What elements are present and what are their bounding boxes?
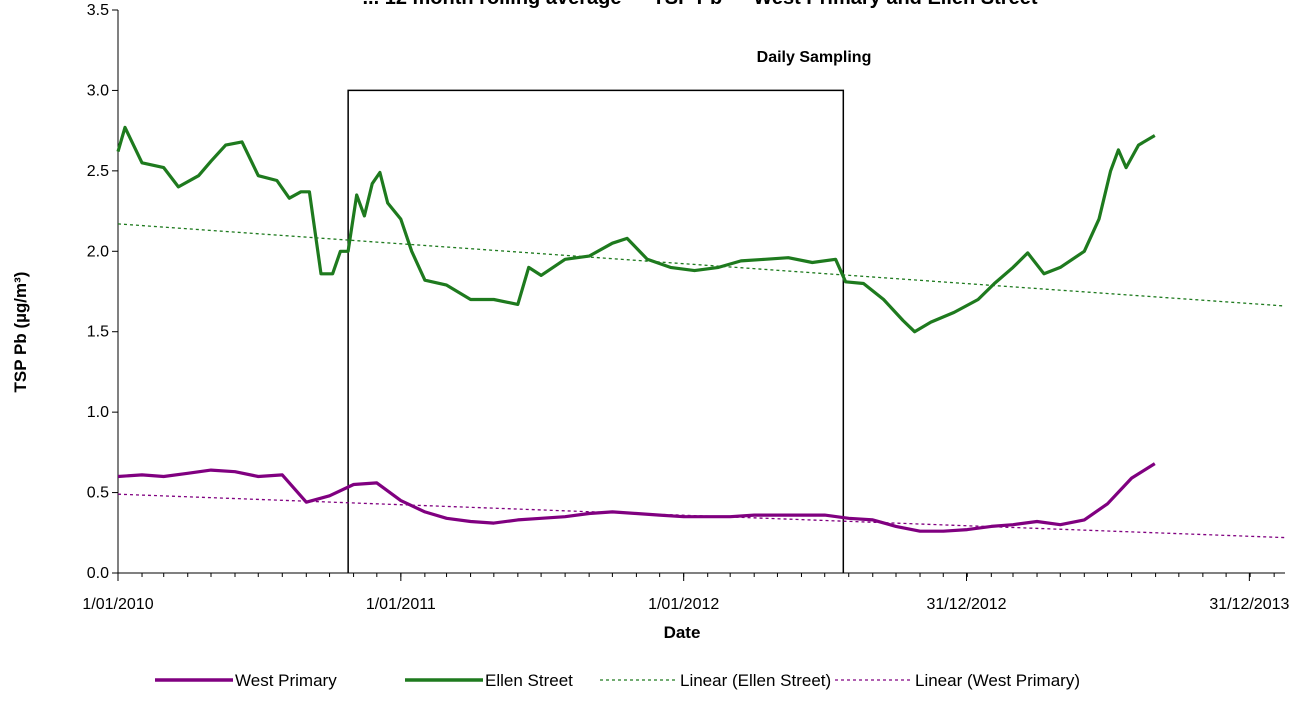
chart-title: ... 12 month rolling average — TSP Pb — … [362, 0, 1037, 9]
x-axis-title: Date [664, 623, 701, 642]
daily-sampling-box [347, 89, 845, 573]
annotation-daily-sampling: Daily Sampling [757, 49, 872, 66]
series-linear-west-primary [117, 493, 1286, 539]
y-tick-label: 0.0 [87, 565, 109, 582]
y-tick-label: 1.0 [87, 404, 109, 421]
series-linear-ellen-street [117, 223, 1286, 307]
legend-label: Linear (Ellen Street) [680, 671, 831, 690]
x-tick-label: 31/12/2013 [1209, 596, 1289, 613]
y-tick-label: 2.0 [87, 243, 109, 260]
y-tick-label: 3.0 [87, 82, 109, 99]
y-tick-label: 3.5 [87, 2, 109, 19]
y-tick-label: 1.5 [87, 324, 109, 341]
x-tick-label: 1/01/2011 [366, 596, 436, 613]
series-ellen-street [116, 125, 1156, 334]
legend-label: Ellen Street [485, 671, 573, 690]
legend: West Primary Ellen Street Linear (Ellen St… [155, 671, 1080, 690]
y-tick-label: 0.5 [87, 485, 109, 502]
legend-label: West Primary [235, 671, 337, 690]
y-tick-label: 2.5 [87, 163, 109, 180]
x-tick-label: 1/01/2010 [82, 596, 153, 613]
x-tick-label: 1/01/2012 [648, 596, 719, 613]
plot-area: 0.0 0.5 1.0 1.5 2.0 2.5 3.0 3.5 1/01/2010 1/01/20… [82, 2, 1289, 613]
legend-label: Linear (West Primary) [915, 671, 1080, 690]
x-tick-label: 31/12/2012 [926, 596, 1006, 613]
y-axis-title: TSP Pb (µg/m³) [11, 272, 30, 393]
series-west-primary [117, 462, 1156, 533]
